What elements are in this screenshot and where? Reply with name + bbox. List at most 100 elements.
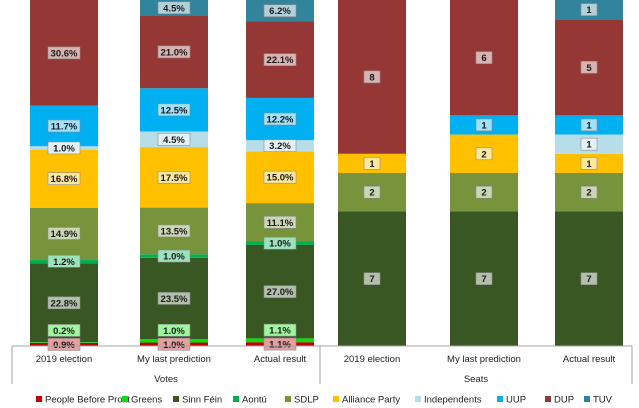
data-label-seats-actual-result-uup: 1 [586, 120, 592, 131]
legend-label-sdlp: SDLP [294, 395, 319, 406]
data-label-box-seats-2019-election-dup [363, 70, 381, 84]
data-label-votes-my-last-prediction-sinn-fein: 23.5% [161, 294, 188, 305]
data-label-votes-actual-result-sdlp: 11.1% [267, 218, 294, 229]
x-tick-label-votes-my-last-prediction: My last prediction [137, 354, 211, 365]
data-label-votes-my-last-prediction-alliance-party: 17.5% [161, 173, 188, 184]
data-label-votes-my-last-prediction-tuv: 4.5% [163, 3, 185, 14]
data-label-votes-my-last-prediction-greens: 1.0% [163, 326, 185, 337]
data-label-box-votes-2019-election-greens [47, 324, 81, 337]
data-label-box-seats-2019-election-sinn-fein [363, 272, 381, 286]
legend-swatch-tuv [584, 396, 590, 402]
data-label-box-seats-actual-result-sdlp [580, 185, 598, 199]
data-label-seats-my-last-prediction-uup: 1 [481, 120, 487, 131]
data-label-box-seats-actual-result-sinn-fein [580, 272, 598, 286]
x-tick-label-seats-my-last-prediction: My last prediction [447, 354, 521, 365]
data-label-box-seats-my-last-prediction-sdlp [475, 185, 493, 199]
data-label-seats-my-last-prediction-dup: 6 [481, 53, 486, 64]
data-label-seats-actual-result-tuv: 1 [586, 5, 592, 16]
data-label-box-votes-2019-election-uup [47, 119, 81, 133]
data-label-votes-my-last-prediction-sdlp: 13.5% [161, 226, 188, 237]
legend-swatch-sinn-fein [173, 396, 179, 402]
group-label-seats: Seats [464, 374, 489, 385]
legend-swatch-greens [122, 396, 128, 402]
data-label-box-votes-my-last-prediction-uup [157, 103, 191, 117]
data-label-box-votes-actual-result-uup [263, 112, 297, 126]
data-label-votes-actual-result-greens: 1.1% [269, 326, 291, 337]
legend-label-people-before-profit: People Before Profit [45, 395, 130, 406]
data-label-box-votes-my-last-prediction-people-before-profit [157, 337, 191, 351]
legend-label-greens: Greens [131, 395, 162, 406]
data-label-box-seats-my-last-prediction-uup [475, 118, 493, 132]
data-label-box-votes-2019-election-independents [47, 141, 81, 155]
data-label-box-votes-2019-election-aontu [47, 255, 81, 268]
data-label-box-votes-my-last-prediction-dup [157, 45, 191, 59]
legend-swatch-uup [497, 396, 503, 402]
legend-label-tuv: TUV [593, 395, 613, 406]
data-label-seats-2019-election-sdlp: 2 [369, 188, 374, 199]
data-label-votes-2019-election-aontu: 1.2% [53, 257, 75, 268]
legend-label-aontu: Aontú [242, 395, 267, 406]
data-label-box-votes-actual-result-sinn-fein [263, 285, 297, 298]
data-label-box-seats-my-last-prediction-dup [475, 51, 493, 64]
data-label-box-seats-my-last-prediction-sinn-fein [475, 272, 493, 286]
data-label-votes-actual-result-sinn-fein: 27.0% [267, 287, 294, 298]
data-label-votes-actual-result-independents: 3.2% [269, 141, 291, 152]
data-label-box-votes-2019-election-sdlp [47, 227, 81, 240]
data-label-box-votes-my-last-prediction-tuv [157, 1, 191, 15]
data-label-votes-my-last-prediction-independents: 4.5% [163, 135, 185, 146]
data-label-box-votes-my-last-prediction-independents [157, 132, 191, 146]
legend: People Before Profit Greens Sinn Féin Aontú… [36, 395, 613, 406]
data-label-seats-actual-result-sdlp: 2 [586, 188, 591, 199]
data-label-box-votes-2019-election-dup [47, 46, 81, 60]
data-label-box-votes-my-last-prediction-sinn-fein [157, 292, 191, 305]
data-label-votes-actual-result-uup: 12.2% [267, 115, 294, 126]
data-label-votes-actual-result-tuv: 6.2% [269, 6, 291, 17]
data-label-box-votes-my-last-prediction-greens [157, 323, 191, 337]
data-label-seats-my-last-prediction-sdlp: 2 [481, 188, 486, 199]
data-label-votes-actual-result-aontu: 1.0% [269, 239, 291, 250]
data-label-box-votes-actual-result-aontu [263, 236, 297, 250]
data-label-votes-actual-result-dup: 22.1% [267, 55, 294, 66]
data-label-box-seats-actual-result-uup [580, 118, 598, 132]
data-label-seats-2019-election-sinn-fein: 7 [369, 274, 374, 285]
data-label-seats-actual-result-alliance-party: 1 [586, 159, 592, 170]
data-label-seats-my-last-prediction-sinn-fein: 7 [481, 274, 486, 285]
data-label-votes-2019-election-uup: 11.7% [51, 121, 78, 132]
data-label-votes-my-last-prediction-uup: 12.5% [161, 105, 188, 116]
data-label-seats-actual-result-dup: 5 [586, 63, 592, 74]
group-label-votes: Votes [154, 374, 178, 385]
data-label-seats-my-last-prediction-alliance-party: 2 [481, 149, 486, 160]
data-label-box-votes-actual-result-sdlp [263, 216, 297, 229]
x-tick-label-seats-2019-election: 2019 election [344, 354, 401, 365]
data-label-votes-actual-result-people-before-profit: 1.1% [269, 340, 291, 351]
data-label-seats-actual-result-independents: 1 [586, 140, 592, 151]
data-label-votes-2019-election-sinn-fein: 22.8% [51, 298, 78, 309]
data-label-votes-2019-election-people-before-profit: 0.9% [53, 340, 75, 351]
x-tick-label-votes-2019-election: 2019 election [36, 354, 93, 365]
data-label-votes-my-last-prediction-people-before-profit: 1.0% [163, 340, 185, 351]
data-label-box-votes-2019-election-alliance-party [47, 172, 81, 186]
legend-swatch-dup [545, 396, 551, 402]
legend-label-dup: DUP [554, 395, 574, 406]
data-label-box-votes-actual-result-people-before-profit [263, 337, 297, 351]
data-label-box-votes-my-last-prediction-alliance-party [157, 171, 191, 184]
legend-label-sinn-fein: Sinn Féin [182, 395, 222, 406]
data-label-votes-2019-election-dup: 30.6% [51, 48, 78, 59]
x-tick-label-votes-actual-result: Actual result [254, 354, 307, 365]
data-label-box-seats-2019-election-sdlp [363, 185, 381, 199]
data-label-votes-2019-election-alliance-party: 16.8% [51, 174, 78, 185]
data-label-votes-2019-election-sdlp: 14.9% [51, 229, 78, 240]
legend-swatch-independents [415, 396, 421, 402]
legend-swatch-sdlp [285, 396, 291, 402]
data-label-box-votes-actual-result-greens [263, 323, 297, 337]
data-label-box-votes-my-last-prediction-sdlp [157, 224, 191, 238]
legend-swatch-aontu [233, 396, 239, 402]
data-label-box-seats-2019-election-alliance-party [363, 157, 381, 170]
data-label-box-votes-actual-result-alliance-party [263, 170, 297, 184]
data-label-box-votes-2019-election-people-before-profit [47, 338, 81, 351]
data-label-votes-my-last-prediction-dup: 21.0% [161, 47, 188, 58]
bars-layer: 0.9% 0.2% 22.8% 1.2% 14.9% 16.8% 1.0% 11.7% 30.6… [30, 0, 623, 351]
data-label-votes-2019-election-independents: 1.0% [53, 143, 75, 154]
data-label-seats-2019-election-alliance-party: 1 [369, 159, 375, 170]
